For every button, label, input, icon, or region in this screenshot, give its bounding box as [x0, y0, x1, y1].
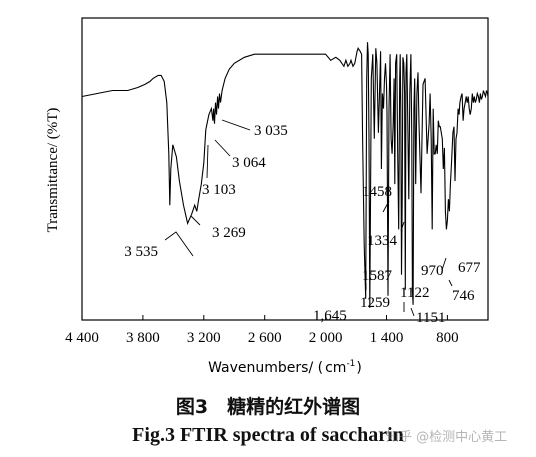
watermark: 知乎 @检测中心黄工: [386, 430, 508, 445]
peak-leader-line: [382, 200, 390, 213]
peak-label: 3 035: [254, 123, 288, 139]
x-tick-label: 1 400: [370, 330, 404, 346]
annotation-leaders: [164, 119, 453, 317]
y-axis-label: Transmittance/ (%T): [45, 108, 61, 233]
x-tick-label: 3 200: [187, 330, 221, 346]
x-tick-label: 4 400: [65, 330, 99, 346]
x-tick-label: 800: [436, 330, 459, 346]
peak-label: 1458: [362, 184, 392, 200]
peak-label: 3 535: [124, 244, 158, 260]
peak-leader-line: [400, 221, 405, 232]
peak-label: 1587: [362, 268, 393, 284]
peak-leader-line: [164, 231, 194, 257]
peak-leader-line: [214, 139, 231, 157]
x-tick-label: 2 000: [309, 330, 343, 346]
peak-label: 677: [458, 260, 481, 276]
peak-label: 3 269: [212, 225, 246, 241]
peak-leader-line: [448, 279, 453, 287]
spectrum-line: [81, 42, 489, 308]
peak-label: 1151: [416, 310, 445, 326]
x-tick-label: 2 600: [248, 330, 282, 346]
peak-leader-line: [206, 144, 209, 179]
x-axis-label: Wavenumbers/ (cm-1): [208, 359, 362, 376]
plot-frame: [81, 17, 489, 321]
ftir-chart: 4 400 3 800 3 200 2 600 2 000 1 400 800 3 5353…: [45, 17, 489, 376]
figure-caption-chinese: 图3 糖精的红外谱图: [175, 396, 361, 418]
annotation-labels: 3 535 3 269 3 103 3 064 3 035 1458 1334 1587 125…: [124, 123, 481, 326]
x-tick-label: 3 800: [126, 330, 160, 346]
peak-leader-line: [410, 307, 415, 317]
peak-leader-line: [190, 215, 201, 226]
peak-label: 1334: [367, 233, 398, 249]
peak-label: 3 064: [232, 155, 266, 171]
peak-label: 970: [421, 263, 444, 279]
x-ticks: 4 400 3 800 3 200 2 600 2 000 1 400 800: [65, 315, 459, 346]
peak-label: 3 103: [202, 182, 236, 198]
peak-label: 1122: [400, 285, 429, 301]
peak-label: 746: [452, 288, 475, 304]
figure-caption-english: Fig.3 FTIR spectra of saccharin: [132, 424, 404, 446]
peak-label: 1,645: [313, 308, 347, 324]
peak-leader-line: [441, 257, 447, 271]
peak-label: 1259: [360, 295, 390, 311]
peak-leader-line: [221, 119, 251, 131]
